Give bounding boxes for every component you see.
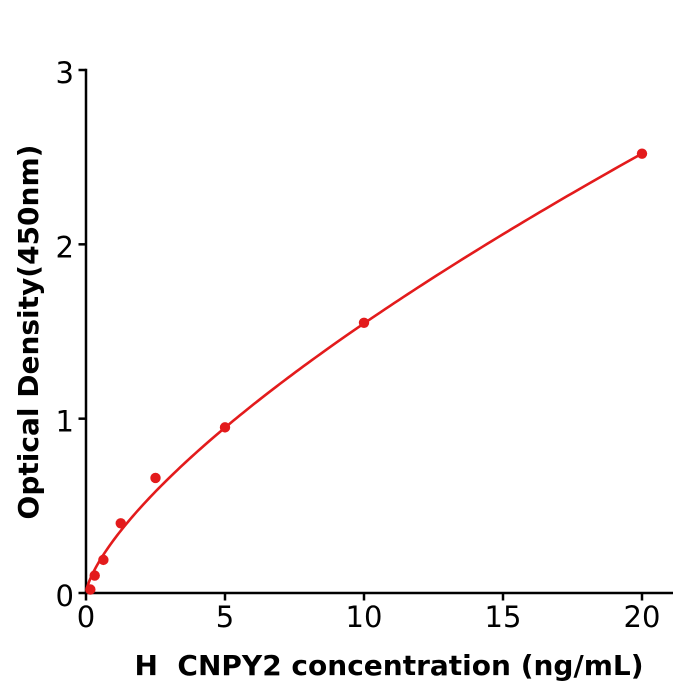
x-tick-label: 5	[216, 600, 234, 634]
axes	[84, 68, 673, 595]
y-tick-label: 0	[56, 579, 74, 613]
x-tick-label: 15	[485, 600, 522, 634]
x-tick-label: 10	[346, 600, 383, 634]
x-tick-label: 20	[624, 600, 661, 634]
y-tick-label: 1	[56, 405, 74, 439]
fit-curve-path	[85, 152, 644, 590]
data-point	[115, 518, 126, 529]
y-axis-ticks: 0 1 2 3	[56, 56, 86, 613]
data-point	[89, 570, 100, 581]
x-axis-label: H CNPY2 concentration (ng/mL)	[134, 649, 643, 682]
data-point	[150, 472, 161, 484]
y-tick-label: 3	[56, 56, 74, 90]
data-point	[636, 148, 648, 159]
x-axis-ticks: 0 5 10 15 20	[77, 593, 661, 634]
data-point	[85, 584, 96, 595]
data-point	[98, 554, 109, 566]
data-point	[358, 317, 370, 328]
fit-curve	[85, 152, 644, 590]
data-points	[85, 148, 648, 595]
data-point	[219, 422, 231, 433]
y-tick-label: 2	[56, 230, 74, 264]
y-axis-label: Optical Density(450nm)	[12, 145, 45, 520]
x-tick-label: 0	[77, 600, 95, 634]
